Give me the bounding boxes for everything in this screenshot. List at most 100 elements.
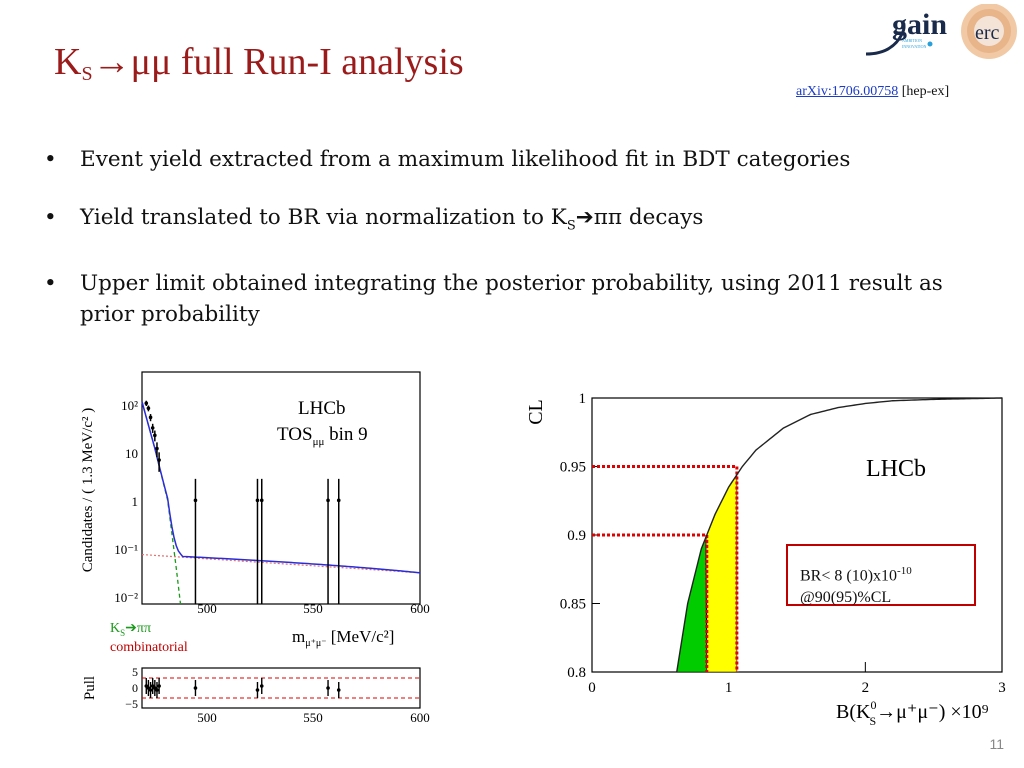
data-point — [146, 405, 151, 412]
br-line1: BR< 8 (10)x10 — [800, 567, 898, 585]
title-prefix: K — [54, 41, 82, 83]
slide-title: KS→μμ full Run-I analysis — [54, 40, 464, 86]
cl-y-tick: 0.85 — [560, 597, 586, 613]
data-point — [336, 478, 341, 604]
pull-x-tick: 600 — [410, 710, 430, 725]
pull-point — [157, 678, 161, 694]
data-marker — [255, 498, 260, 503]
y-tick: 10 — [125, 446, 138, 461]
pull-label: Pull — [82, 676, 98, 700]
data-marker — [146, 406, 151, 411]
y-tick: 10⁻¹ — [114, 542, 138, 557]
page-number: 11 — [989, 736, 1004, 752]
pull-point — [148, 682, 153, 698]
data-marker — [150, 426, 155, 430]
pull-marker — [157, 684, 161, 688]
cl-plot: CL 1 0.95 0.9 0.85 0.8 0 1 2 3 LHCb B(K0 S→μ⁺μ⁻)… — [525, 391, 1006, 728]
data-point — [326, 478, 330, 604]
pull-tick: 5 — [132, 665, 138, 679]
cl-curve — [676, 397, 1003, 673]
pull-marker — [336, 688, 341, 692]
svg-text:INNOVATION: INNOVATION — [902, 44, 926, 49]
lhcb-label: LHCb — [298, 398, 346, 419]
br-line2: @90(95)%CL — [800, 589, 892, 607]
pull-marker — [259, 684, 264, 688]
bullet-text-suffix: ππ decays — [593, 205, 704, 230]
arrow-icon: ➔ — [575, 205, 594, 230]
cl-y-tick: 0.8 — [567, 665, 586, 681]
arxiv-reference: arXiv:1706.00758 [hep-ex] — [796, 84, 949, 100]
pull-marker — [193, 686, 198, 690]
arxiv-link[interactable]: arXiv:1706.00758 — [796, 84, 899, 99]
y-tick: 10² — [121, 398, 138, 413]
cl-x-label: B(K0 S→μ⁺μ⁻) ×10⁹ — [836, 698, 989, 728]
cl-x-tick: 0 — [588, 680, 596, 696]
legend-kspipi: KS➔ππ — [110, 621, 151, 638]
title-suffix: →μμ full Run-I analysis — [92, 41, 464, 83]
x-tick: 550 — [303, 601, 323, 616]
data-point — [155, 442, 159, 458]
data-point — [148, 414, 153, 422]
data-marker — [193, 498, 198, 503]
bullet-text: Upper limit obtained integrating the pos… — [80, 271, 943, 328]
cl-x-tick: 1 — [725, 680, 733, 696]
data-point — [193, 478, 198, 604]
bullet-list: • Event yield extracted from a maximum l… — [44, 144, 994, 357]
bullet-dot: • — [44, 147, 57, 172]
combinatorial-curve — [141, 553, 421, 574]
mass-fit-plot: Candidates / ( 1.3 MeV/c² ) 10² 10 1 10⁻… — [80, 371, 430, 725]
data-point — [157, 452, 161, 472]
br-sup: -10 — [897, 565, 912, 577]
lhcb-label: LHCb — [866, 456, 926, 482]
pull-marker — [155, 688, 159, 692]
cl-y-tick: 1 — [579, 391, 587, 407]
pull-point — [255, 682, 260, 698]
pull-points — [144, 678, 341, 698]
pull-frame — [141, 667, 421, 709]
data-points — [144, 400, 341, 604]
x-axis-label: mμ⁺μ⁻ [MeV/c²] — [292, 627, 394, 649]
tos-label: TOSμμ bin 9 — [277, 424, 368, 448]
bullet-item: • Yield translated to BR via normalizati… — [44, 202, 994, 241]
pull-marker — [326, 686, 330, 690]
data-marker — [157, 458, 161, 462]
pull-point — [193, 680, 198, 696]
data-point — [150, 423, 155, 433]
fit-curves — [141, 401, 421, 605]
data-point — [255, 478, 260, 604]
br-limit-box: BR< 8 (10)x10-10 @90(95)%CL — [786, 544, 976, 606]
total-fit-curve — [141, 401, 421, 574]
svg-text:erc: erc — [975, 22, 1000, 44]
arxiv-tag: [hep-ex] — [898, 84, 950, 99]
cl-frame — [591, 397, 1003, 673]
pull-tick: 0 — [132, 681, 138, 695]
data-marker — [144, 401, 149, 405]
cl-x-tick: 3 — [998, 680, 1006, 696]
pull-x-tick: 550 — [303, 710, 323, 725]
cl-y-tick: 0.9 — [567, 528, 586, 544]
bullet-item: • Event yield extracted from a maximum l… — [44, 144, 994, 175]
bullet-text: Event yield extracted from a maximum lik… — [80, 147, 851, 172]
cl-x-tick: 2 — [862, 680, 870, 696]
gain-erc-logo: gain AMBITION INNOVATION erc — [865, 4, 1017, 59]
data-marker — [336, 498, 341, 503]
pull-point — [336, 682, 341, 698]
pull-point — [259, 678, 264, 694]
pull-marker — [148, 688, 153, 692]
pull-point — [326, 680, 330, 696]
cl-y-label: CL — [525, 399, 547, 425]
pull-x-tick: 500 — [197, 710, 217, 725]
pull-marker — [255, 688, 260, 692]
bullet-item: • Upper limit obtained integrating the p… — [44, 268, 994, 330]
data-marker — [326, 498, 330, 503]
cl-y-tick: 0.95 — [560, 460, 586, 476]
data-point — [144, 400, 149, 406]
y-axis-label: Candidates / ( 1.3 MeV/c² ) — [80, 408, 96, 572]
bullet-text: Yield translated to BR via normalization… — [80, 205, 567, 230]
bullet-dot: • — [44, 205, 57, 230]
erc-icon: erc — [961, 4, 1017, 59]
data-marker — [155, 446, 159, 451]
data-marker — [148, 415, 153, 420]
bullet-sub: S — [566, 218, 576, 234]
bullet-dot: • — [44, 271, 57, 297]
